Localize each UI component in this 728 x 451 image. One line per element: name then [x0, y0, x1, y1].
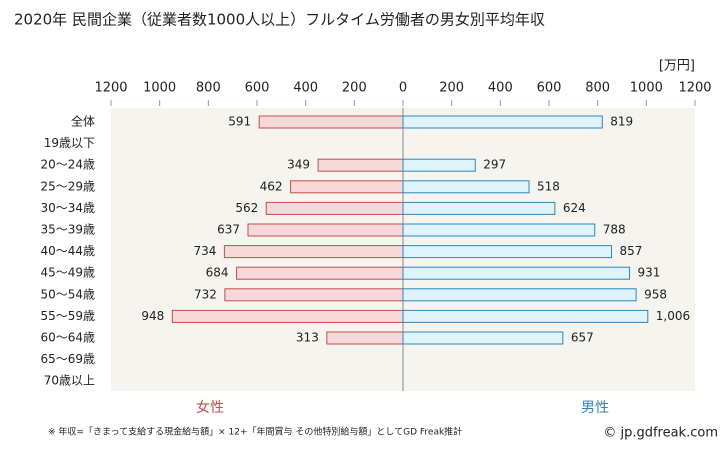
x-tick-label: 0 — [399, 81, 407, 96]
bar — [265, 201, 404, 215]
y-tick-label: 60～64歳 — [40, 331, 95, 345]
legend-label: 男性 — [581, 400, 609, 416]
x-tick-label: 1000 — [630, 81, 663, 96]
value-label: 819 — [610, 115, 633, 129]
value-label: 931 — [638, 266, 661, 280]
value-label: 313 — [296, 331, 319, 345]
y-tick-label: 70歳以上 — [44, 374, 95, 388]
bar — [402, 245, 613, 259]
unit-label: [万円] — [659, 59, 695, 74]
bar — [290, 180, 404, 194]
value-label: 462 — [260, 179, 283, 193]
chart-title: 2020年 民間企業（従業者数1000人以上）フルタイム労働者の男女別平均年収 — [14, 11, 545, 29]
value-label: 948 — [141, 309, 164, 323]
y-tick-label: 45～49歳 — [40, 266, 95, 280]
x-tick-label: 1200 — [94, 81, 127, 96]
bar — [402, 115, 603, 129]
value-label: 624 — [563, 201, 586, 215]
bar — [247, 223, 404, 237]
x-tick-label: 1200 — [678, 81, 711, 96]
bar — [171, 309, 404, 323]
bar — [402, 288, 637, 302]
y-tick-label: 35～39歳 — [40, 223, 95, 237]
value-label: 732 — [194, 287, 217, 301]
x-tick-label: 200 — [342, 81, 367, 96]
value-label: 958 — [644, 287, 667, 301]
value-label: 591 — [228, 115, 251, 129]
value-label: 734 — [193, 244, 216, 258]
bar — [402, 331, 564, 345]
value-label: 518 — [537, 179, 560, 193]
bar — [402, 180, 530, 194]
bar — [402, 309, 649, 323]
bar — [224, 288, 404, 302]
value-label: 684 — [206, 266, 229, 280]
y-tick-label: 全体 — [71, 114, 95, 129]
y-tick-label: 40～44歳 — [40, 244, 95, 258]
x-tick-label: 600 — [245, 81, 270, 96]
value-label: 657 — [571, 331, 594, 345]
footnote: ※ 年収=「きまって支給する現金給与額」× 12+「年間賞与 その他特別給与額」… — [48, 426, 462, 438]
bar — [402, 223, 596, 237]
y-tick-label: 30～34歳 — [40, 201, 95, 215]
y-tick-label: 25～29歳 — [40, 179, 95, 193]
x-tick-label: 400 — [293, 81, 318, 96]
value-label: 788 — [603, 223, 626, 237]
bar — [402, 158, 476, 172]
x-tick-label: 800 — [585, 81, 610, 96]
y-tick-label: 19歳以下 — [44, 136, 95, 150]
x-tick-label: 1000 — [143, 81, 176, 96]
value-label: 562 — [235, 201, 258, 215]
bar — [223, 245, 404, 259]
bar — [402, 266, 631, 280]
bar — [402, 201, 556, 215]
bar — [326, 331, 404, 345]
x-tick-label: 400 — [488, 81, 513, 96]
value-label: 857 — [620, 244, 643, 258]
x-tick-label: 600 — [537, 81, 562, 96]
credit: © jp.gdfreak.com — [603, 426, 718, 441]
value-label: 297 — [483, 158, 506, 172]
y-tick-label: 65～69歳 — [40, 352, 95, 366]
value-label: 637 — [217, 223, 240, 237]
x-tick-label: 800 — [196, 81, 221, 96]
legend-label: 女性 — [196, 399, 224, 416]
bar — [258, 115, 404, 129]
value-label: 349 — [287, 158, 310, 172]
bar — [317, 158, 404, 172]
y-tick-label: 20～24歳 — [40, 158, 95, 172]
y-tick-label: 50～54歳 — [40, 287, 95, 301]
value-label: 1,006 — [656, 309, 690, 323]
y-tick-label: 55～59歳 — [40, 309, 95, 323]
bar — [236, 266, 404, 280]
x-tick-label: 200 — [439, 81, 464, 96]
